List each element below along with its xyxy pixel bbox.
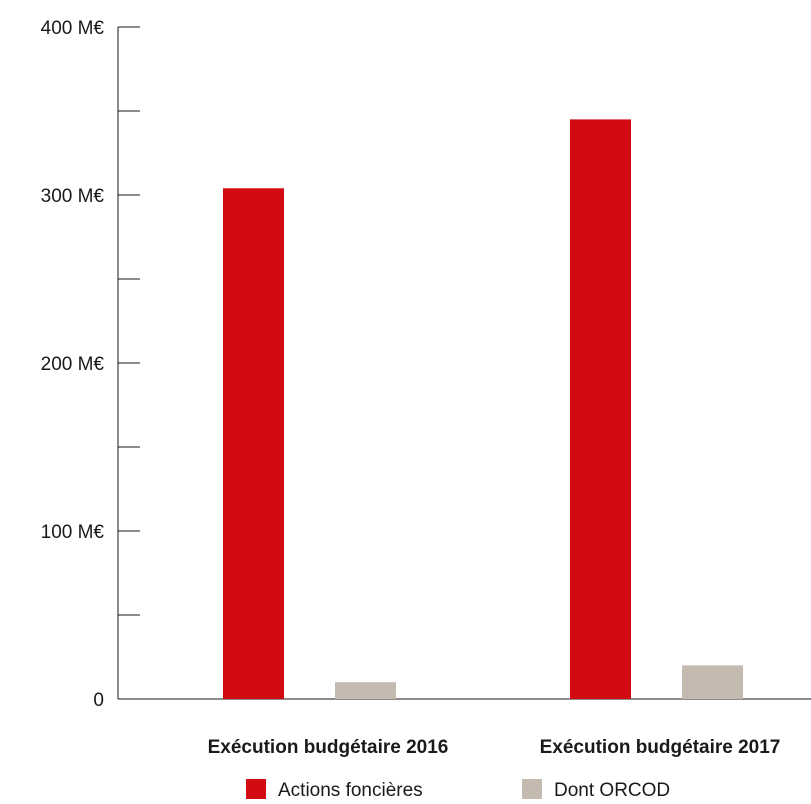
bar xyxy=(682,665,743,699)
bar xyxy=(223,188,284,699)
legend-swatch xyxy=(246,779,266,799)
y-tick-label: 0 xyxy=(93,690,104,711)
y-tick-label: 100 M€ xyxy=(41,522,105,543)
y-tick-label: 400 M€ xyxy=(41,18,105,39)
category-label: Exécution budgétaire 2016 xyxy=(208,737,449,758)
category-label: Exécution budgétaire 2017 xyxy=(540,737,781,758)
category-labels: Exécution budgétaire 2016 Exécution budgé… xyxy=(208,737,781,758)
legend-label: Dont ORCOD xyxy=(554,780,670,799)
y-tick-label: 200 M€ xyxy=(41,354,105,375)
y-tick-label: 300 M€ xyxy=(41,186,105,207)
bar xyxy=(570,119,631,699)
legend: Actions foncières Dont ORCOD xyxy=(246,779,670,801)
legend-swatch xyxy=(522,779,542,799)
axis-layer: 0 100 M€ 200 M€ 300 M€ 400 M€ xyxy=(41,18,811,711)
legend-item: Actions foncières xyxy=(246,779,423,801)
legend-item: Dont ORCOD xyxy=(522,779,670,801)
legend-label: Actions foncières xyxy=(278,780,423,799)
bar xyxy=(335,682,396,699)
bars-layer xyxy=(223,119,743,699)
